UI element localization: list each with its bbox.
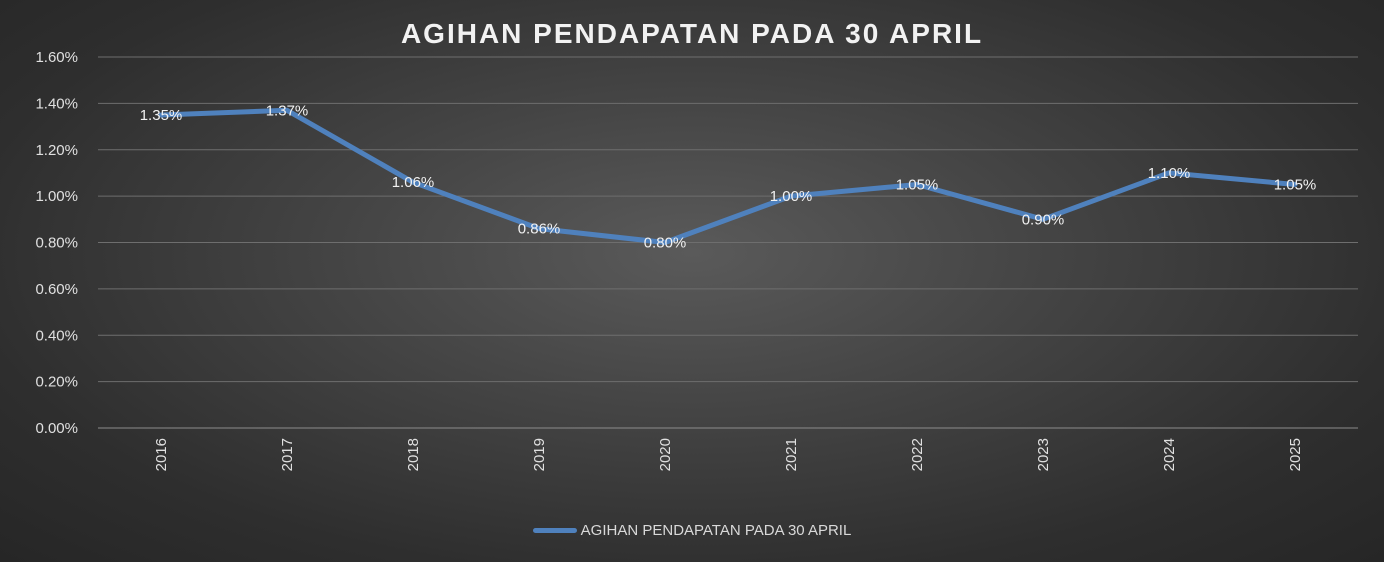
series-lines: [158, 107, 1298, 245]
x-tick-label: 2022: [909, 438, 926, 471]
data-label: 1.05%: [896, 177, 939, 194]
data-label: 0.90%: [1022, 211, 1065, 228]
x-tick-label: 2024: [1161, 438, 1178, 471]
legend-label: AGIHAN PENDAPATAN PADA 30 APRIL: [580, 522, 852, 539]
data-label: 1.10%: [1148, 165, 1191, 182]
y-tick-label: 1.20%: [35, 142, 78, 159]
x-tick-label: 2018: [405, 438, 422, 471]
y-tick-label: 0.60%: [35, 281, 78, 298]
data-labels: 1.35% 1.37% 1.06% 0.86% 0.80% 1.00% 1.05% 0.90%…: [140, 102, 1317, 251]
x-tick-label: 2020: [657, 438, 674, 471]
y-tick-label: 0.80%: [35, 235, 78, 252]
data-label: 1.06%: [392, 174, 435, 191]
y-tick-label: 0.20%: [35, 374, 78, 391]
y-tick-label: 0.40%: [35, 327, 78, 344]
x-tick-label: 2017: [279, 438, 296, 471]
y-tick-label: 1.00%: [35, 188, 78, 205]
series-line: [158, 107, 1298, 245]
x-tick-label: 2016: [153, 438, 170, 471]
data-label: 1.00%: [770, 188, 813, 205]
legend-line-swatch: [532, 528, 577, 533]
data-label: 1.05%: [1274, 177, 1317, 194]
x-tick-label: 2019: [531, 438, 548, 471]
y-axis-ticks: 0.00% 0.20% 0.40% 0.60% 0.80% 1.00% 1.20% 1.40%…: [35, 49, 78, 437]
gridlines: [98, 56, 1358, 429]
data-label: 0.80%: [644, 235, 687, 252]
data-label: 0.86%: [518, 221, 561, 238]
data-label: 1.37%: [266, 102, 309, 119]
y-tick-label: 0.00%: [35, 420, 78, 437]
x-tick-label: 2025: [1287, 438, 1304, 471]
y-tick-label: 1.40%: [35, 95, 78, 112]
x-tick-label: 2021: [783, 438, 800, 471]
x-axis-ticks: 2016 2017 2018 2019 2020 2021 2022 2023 2024 2025: [153, 438, 1304, 471]
chart-title: AGIHAN PENDAPATAN PADA 30 APRIL: [400, 18, 984, 49]
x-tick-label: 2023: [1035, 438, 1052, 471]
y-tick-label: 1.60%: [35, 49, 78, 66]
legend: AGIHAN PENDAPATAN PADA 30 APRIL: [0, 522, 1384, 539]
data-label: 1.35%: [140, 107, 183, 124]
